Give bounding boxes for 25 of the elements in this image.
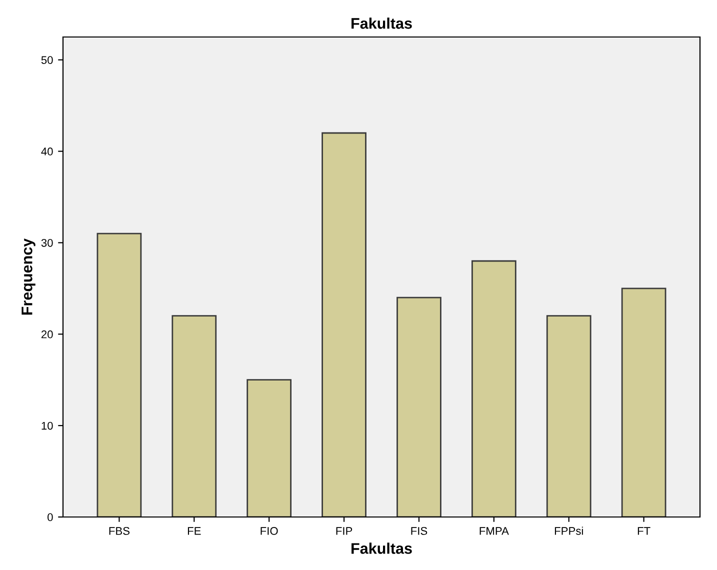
y-tick-label: 10 [42,422,53,430]
x-tick-label: FIP [336,527,352,535]
y-axis-title: Frequency [22,238,36,315]
x-tick-label: FIS [411,527,428,535]
y-tick-label: 0 [48,513,53,522]
bar [172,315,217,517]
bar [322,132,366,517]
y-tick-label: 50 [41,56,53,64]
bar [546,315,592,517]
x-tick-label: FIO [260,527,278,535]
x-tick-label: FPPsi [554,526,583,535]
x-tick-label: FBS [109,527,130,535]
bar [621,288,666,517]
bar [396,296,442,517]
y-tick-label: 30 [41,238,53,247]
x-axis-title: Fakultas [352,542,412,554]
bar [471,260,516,517]
bar [96,232,142,517]
x-tick-label: FE [188,527,201,535]
x-tick-label: FMPA [480,527,509,535]
bar [246,379,292,517]
x-tick-label: FT [638,527,650,535]
y-tick-label: 20 [41,330,53,338]
chart-title: Fakultas [352,18,412,29]
y-tick-label: 40 [41,148,53,156]
